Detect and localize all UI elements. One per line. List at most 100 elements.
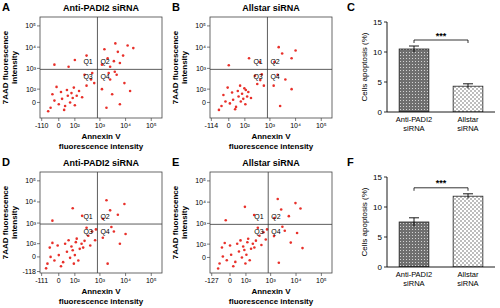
event-dot [110,226,113,229]
y-tick-label: 10² [196,241,207,248]
event-dot [75,94,78,97]
event-dot [45,267,48,270]
x-axis-line [387,267,495,268]
category-label: AllstarsiRNA [457,115,479,133]
event-dot [222,255,225,258]
event-dot [246,95,249,98]
error-cap [463,83,473,84]
event-dot [66,94,69,97]
event-dot [294,202,297,205]
category-label-line: Anti-PADI2 [396,270,433,279]
y-axis-label-line: 7AAD fluorescence [171,30,180,104]
event-dot [113,60,116,63]
event-dot [253,246,256,249]
y-tick-label: 10⁵ [25,177,36,184]
y-tick [207,47,210,48]
event-dot [235,106,238,109]
y-tick [207,223,210,224]
x-tick-label: 0 [228,277,232,284]
event-dot [123,203,126,206]
event-dot [55,86,58,89]
y-tick [384,112,387,113]
error-cap [463,193,473,194]
event-dot [67,65,70,68]
event-dot [294,49,297,52]
event-dot [77,259,80,262]
x-tick [295,118,296,121]
event-dot [105,199,108,202]
bar [453,196,483,267]
y-axis-label-line: intensity [180,206,189,239]
event-dot [75,237,78,240]
y-tick [384,207,387,208]
event-dot [71,249,74,252]
y-tick-label: 10⁵ [25,22,36,29]
error-stem [414,218,415,226]
gate-line [268,172,269,273]
x-axis-label: Annexin Vfluorescence intensity [229,132,314,151]
quadrant-label: Q1 [254,213,263,221]
quadrant-label: Q4 [270,73,279,81]
event-dot [57,254,60,257]
y-tick [384,52,387,53]
event-dot [132,47,135,50]
event-dot [62,261,65,264]
event-dot [85,84,88,87]
x-tick [244,118,245,121]
y-tick [37,25,40,26]
x-tick [41,273,42,276]
panel-title: Allstar siRNA [242,158,300,168]
event-dot [57,103,60,106]
event-dot [119,103,122,106]
category-label-line: siRNA [403,279,424,288]
y-tick [384,82,387,83]
x-tick [125,118,126,121]
event-dot [115,73,118,76]
y-axis-label-line: intensity [10,206,19,239]
event-dot [217,267,220,270]
x-tick-label: 10² [240,122,251,129]
event-dot [117,213,120,216]
event-dot [218,262,221,265]
event-dot [299,207,302,210]
x-tick-label: 10⁵ [146,277,157,284]
y-tick-label: 0 [32,99,36,106]
event-dot [224,100,227,103]
points [40,172,162,273]
quadrant-label: Q3 [253,73,262,81]
x-tick [230,273,231,276]
panel-letter: B [172,1,180,13]
points [40,17,162,118]
x-tick [41,118,42,121]
event-dot [124,233,127,236]
x-axis-line [387,112,495,113]
x-tick [58,273,59,276]
event-dot [288,215,291,218]
event-dot [95,228,98,231]
gate-line [40,69,162,70]
category-label-line: Allstar [458,270,479,279]
gate-line [40,224,162,225]
panel-letter: F [347,156,354,168]
event-dot [263,84,266,87]
event-dot [272,84,275,87]
event-dot [74,104,77,107]
event-dot [113,70,116,73]
x-tick [321,118,322,121]
flow-panel: AAnti-PADI2 siRNAQ1Q2Q3Q4-110010²10³10⁴1… [1,1,162,151]
x-tick [321,273,322,276]
y-tick-label: 0 [32,253,36,260]
y-tick-label: 0 [378,263,383,272]
event-dot [242,245,245,248]
quadrant-label: Q1 [83,58,92,66]
x-axis-label-line: Annexin V [81,287,121,296]
event-dot [229,102,232,105]
event-dot [80,242,83,245]
x-tick [125,273,126,276]
event-dot [222,94,225,97]
event-dot [255,239,258,242]
error-bar [463,84,473,89]
y-axis-label-line: intensity [180,51,189,84]
y-tick [207,68,210,69]
event-dot [113,230,116,233]
